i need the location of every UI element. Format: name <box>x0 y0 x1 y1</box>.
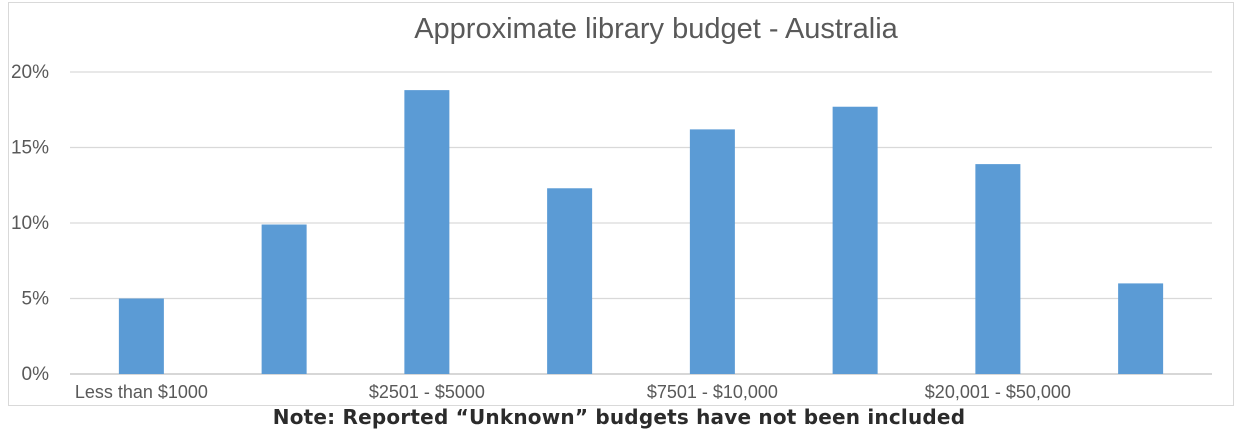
y-tick-label: 5% <box>22 289 50 310</box>
bar-chart: Approximate library budget - Australia 0%… <box>11 13 1212 402</box>
bar-5 <box>689 129 735 374</box>
bar-2 <box>261 224 307 374</box>
y-tick-label: 20% <box>11 62 49 83</box>
bar-3 <box>404 90 450 375</box>
x-tick-label: $20,001 - $50,000 <box>925 382 1071 402</box>
bar-4 <box>547 188 593 374</box>
bar-1 <box>118 298 164 374</box>
chart-note: Note: Reported “Unknown” budgets have no… <box>272 405 966 429</box>
x-tick-label: $2501 - $5000 <box>369 382 485 402</box>
bar-8 <box>1118 283 1164 374</box>
x-tick-label: Less than $1000 <box>75 382 208 402</box>
chart-frame <box>8 2 1234 406</box>
y-tick-label: 0% <box>22 364 50 385</box>
y-tick-label: 15% <box>11 138 49 159</box>
bar-7 <box>975 164 1021 374</box>
y-tick-label: 10% <box>11 213 49 234</box>
bar-6 <box>832 106 878 374</box>
x-tick-label: $7501 - $10,000 <box>647 382 778 402</box>
chart-title: Approximate library budget - Australia <box>414 13 898 45</box>
